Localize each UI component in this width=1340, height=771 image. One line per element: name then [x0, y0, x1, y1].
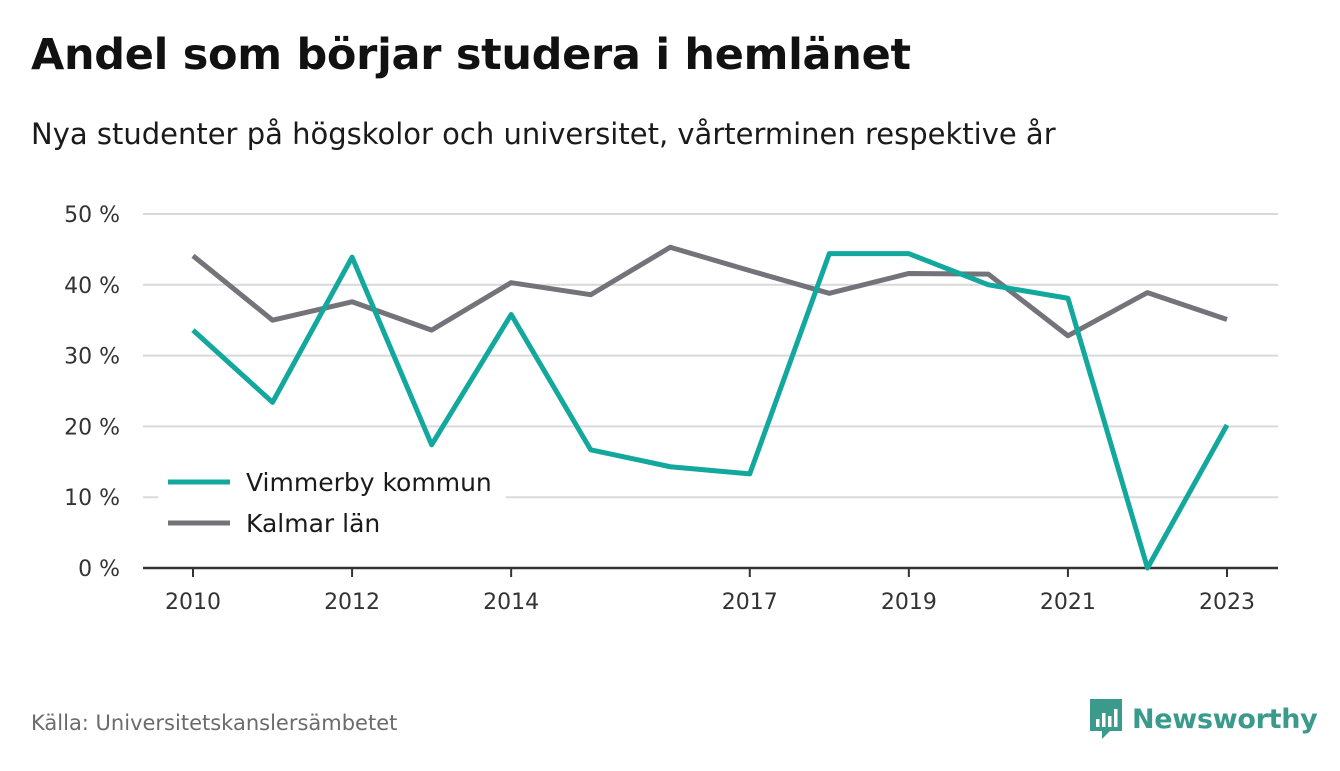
x-tick-label: 2021	[1040, 590, 1096, 615]
y-axis-ticks: 0 % 10 % 20 % 30 % 40 % 50 %	[64, 203, 120, 582]
y-tick-label: 40 %	[64, 274, 120, 299]
x-tick-label: 2017	[722, 590, 778, 615]
brand-name: Newsworthy	[1132, 703, 1318, 735]
series-line-0	[191, 251, 1230, 571]
legend-label: Kalmar län	[246, 509, 380, 538]
y-tick-label: 30 %	[64, 345, 120, 370]
x-axis: 2010 2012 2014 2017 2019 2021 2023	[143, 566, 1278, 615]
x-tick-label: 2012	[324, 590, 380, 615]
source-note: Källa: Universitetskanslersämbetet	[31, 711, 398, 735]
y-tick-label: 50 %	[64, 203, 120, 228]
x-tick-label: 2019	[881, 590, 937, 615]
legend: Vimmerby kommun Kalmar län	[158, 458, 506, 550]
newsworthy-logo-icon	[1090, 699, 1122, 739]
x-tick-label: 2023	[1199, 590, 1255, 615]
chart-subtitle: Nya studenter på högskolor och universit…	[31, 117, 1056, 151]
x-tick-label: 2014	[483, 590, 539, 615]
series-lines	[191, 244, 1230, 571]
y-tick-label: 0 %	[78, 557, 120, 582]
series-line-1	[191, 244, 1228, 339]
chart-title: Andel som börjar studera i hemlänet	[31, 30, 911, 80]
brand-logo[interactable]: Newsworthy	[1088, 697, 1318, 741]
legend-background	[158, 458, 506, 550]
y-tick-label: 20 %	[64, 415, 120, 440]
grid-lines	[143, 213, 1278, 499]
x-tick-label: 2010	[165, 590, 221, 615]
legend-label: Vimmerby kommun	[246, 468, 492, 497]
y-tick-label: 10 %	[64, 486, 120, 511]
